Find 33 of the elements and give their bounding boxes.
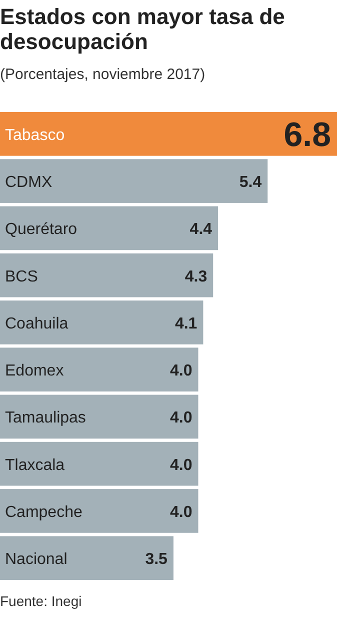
data-label: 4.0 — [170, 362, 192, 380]
data-label: 4.0 — [170, 410, 192, 427]
data-label: 4.4 — [190, 221, 212, 238]
y-tick-label: Tabasco — [5, 126, 65, 144]
bar — [0, 159, 268, 203]
data-label: 4.0 — [170, 504, 192, 521]
bar — [0, 300, 204, 344]
y-tick-label: CDMX — [5, 174, 52, 192]
y-tick-label: Querétaro — [5, 221, 78, 238]
y-tick-label: Coahuila — [5, 315, 68, 332]
data-label: 6.8 — [284, 116, 331, 154]
y-tick-label: Tlaxcala — [5, 456, 65, 474]
data-label: 4.0 — [170, 456, 192, 474]
data-label: 4.3 — [184, 268, 208, 286]
data-label: 3.5 — [145, 551, 168, 568]
bar — [0, 536, 174, 580]
bar — [0, 442, 198, 486]
y-tick-label: BCS — [5, 268, 38, 286]
bar — [0, 489, 198, 533]
y-tick-label: Tamaulipas — [5, 410, 86, 427]
y-tick-label: Campeche — [5, 504, 82, 521]
bar — [0, 206, 218, 250]
bar — [0, 253, 214, 298]
bar — [0, 394, 198, 439]
source-note: Fuente: Inegi — [0, 593, 82, 609]
data-label: 4.1 — [174, 315, 198, 332]
bar — [0, 348, 198, 392]
bar — [0, 112, 337, 156]
chart-title: Estados con mayor tasa de desocupación — [0, 4, 285, 54]
y-tick-label: Nacional — [5, 551, 68, 568]
y-tick-label: Edomex — [5, 362, 64, 380]
data-label: 5.4 — [239, 174, 262, 192]
chart-subtitle: (Porcentajes, noviembre 2017) — [0, 66, 206, 83]
